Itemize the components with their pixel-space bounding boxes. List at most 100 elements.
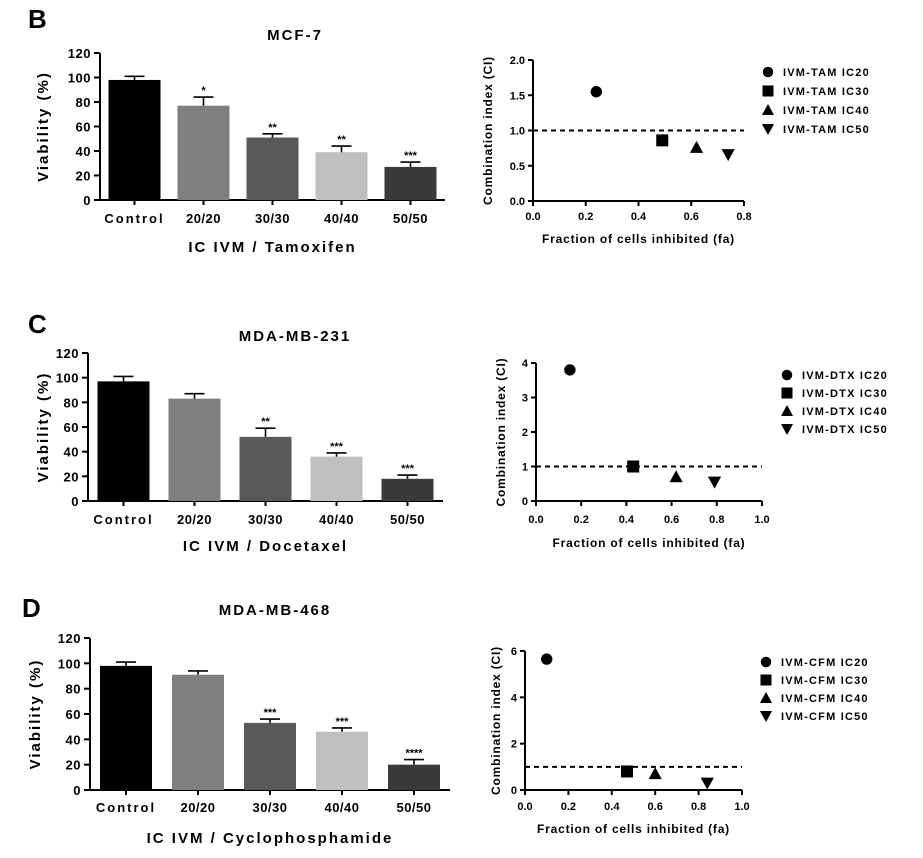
x-axis-label: Fraction of cells inhibited (fa) [542,232,735,246]
y-tick-label: 120 [58,631,81,646]
y-tick-label: 1.0 [510,126,525,138]
legend-marker [781,369,793,381]
legend-marker [759,711,773,723]
bar [168,398,221,501]
bar [246,137,299,200]
y-tick-label: 60 [64,420,79,435]
chart-title: MCF-7 [267,27,323,44]
x-tick-label: 0.0 [525,211,540,223]
y-axis-label: Viability (%) [35,372,52,483]
y-tick-label: 20 [76,169,91,184]
y-tick-label: 0 [511,785,517,797]
x-tick-label: 0.0 [517,801,532,813]
x-tick-label: 20/20 [186,211,221,226]
chart-title: MDA-MB-468 [219,602,332,619]
data-point [541,653,553,665]
x-tick-label: Control [104,211,164,226]
significance-label: * [201,85,206,97]
significance-label: *** [264,707,278,719]
y-tick-label: 120 [68,46,91,61]
legend-marker [780,404,794,416]
y-tick-label: 80 [66,682,81,697]
significance-label: ** [337,134,346,146]
data-point [564,364,576,376]
y-tick-label: 1.5 [510,90,525,102]
panel-label: B [28,4,47,34]
x-tick-label: 1.0 [754,514,769,526]
x-tick-label: 40/40 [324,211,359,226]
significance-label: ** [261,416,270,428]
data-point [700,777,714,790]
y-tick-label: 100 [56,371,79,386]
bar [316,731,368,790]
y-tick-label: 0.5 [510,161,525,173]
legend-label: IVM-DTX IC50 [802,424,888,436]
y-tick-label: 20 [64,469,79,484]
panel-label: C [28,309,47,339]
y-tick-label: 6 [511,646,517,658]
x-axis-label: IC IVM / Tamoxifen [188,239,356,256]
legend-marker [759,691,773,703]
legend-label: IVM-TAM IC20 [783,67,870,79]
x-tick-label: 0.2 [578,211,593,223]
x-tick-label: 50/50 [393,211,428,226]
y-tick-label: 60 [66,707,81,722]
legend-label: IVM-CFM IC40 [781,693,869,705]
x-tick-label: 0.6 [648,801,663,813]
y-axis-label: Combination index (CI) [494,358,508,507]
chart-title: MDA-MB-231 [239,328,352,345]
legend-marker [762,66,774,78]
bar [108,79,161,200]
significance-label: *** [404,150,418,162]
legend-label: IVM-DTX IC20 [802,370,888,382]
data-point [721,149,735,162]
y-tick-label: 80 [76,95,91,110]
legend-label: IVM-CFM IC30 [781,675,869,687]
significance-label: *** [401,463,415,475]
x-tick-label: 0.8 [709,514,724,526]
y-tick-label: 2 [511,739,517,751]
legend-marker [760,656,772,668]
significance-label: *** [336,716,350,728]
x-axis-label: IC IVM / Docetaxel [183,538,348,555]
y-tick-label: 80 [64,395,79,410]
bar [177,105,230,200]
significance-label: *** [330,441,344,453]
y-tick-label: 0 [73,783,81,798]
x-tick-label: 50/50 [390,512,425,527]
x-tick-label: 40/40 [319,512,354,527]
y-tick-label: 2 [522,427,528,439]
data-point [627,460,640,473]
y-tick-label: 40 [66,732,81,747]
x-tick-label: 0.8 [691,801,706,813]
x-tick-label: 0.4 [604,801,620,813]
x-axis-label: Fraction of cells inhibited (fa) [553,536,746,550]
bar [100,665,152,790]
data-point [707,476,722,489]
data-point [620,765,633,778]
y-tick-label: 0 [83,193,91,208]
bar [239,436,292,501]
bar [384,166,437,200]
legend-label: IVM-TAM IC30 [783,86,870,98]
bar [244,722,296,790]
bar [97,381,150,501]
data-point [656,134,669,147]
x-tick-label: 0.2 [561,801,576,813]
data-point [648,767,662,780]
x-tick-label: Control [93,512,153,527]
bar [172,674,224,790]
x-tick-label: 40/40 [324,800,359,815]
y-tick-label: 0 [71,494,79,509]
y-axis-label: Viability (%) [27,659,44,770]
data-point [689,140,704,153]
x-tick-label: 30/30 [255,211,290,226]
y-tick-label: 1 [522,462,528,474]
y-tick-label: 3 [522,393,528,405]
x-tick-label: 20/20 [177,512,212,527]
x-axis-label: Fraction of cells inhibited (fa) [537,822,730,836]
x-tick-label: 1.0 [734,801,749,813]
y-tick-label: 100 [58,656,81,671]
legend-label: IVM-DTX IC40 [802,406,888,418]
y-tick-label: 120 [56,346,79,361]
